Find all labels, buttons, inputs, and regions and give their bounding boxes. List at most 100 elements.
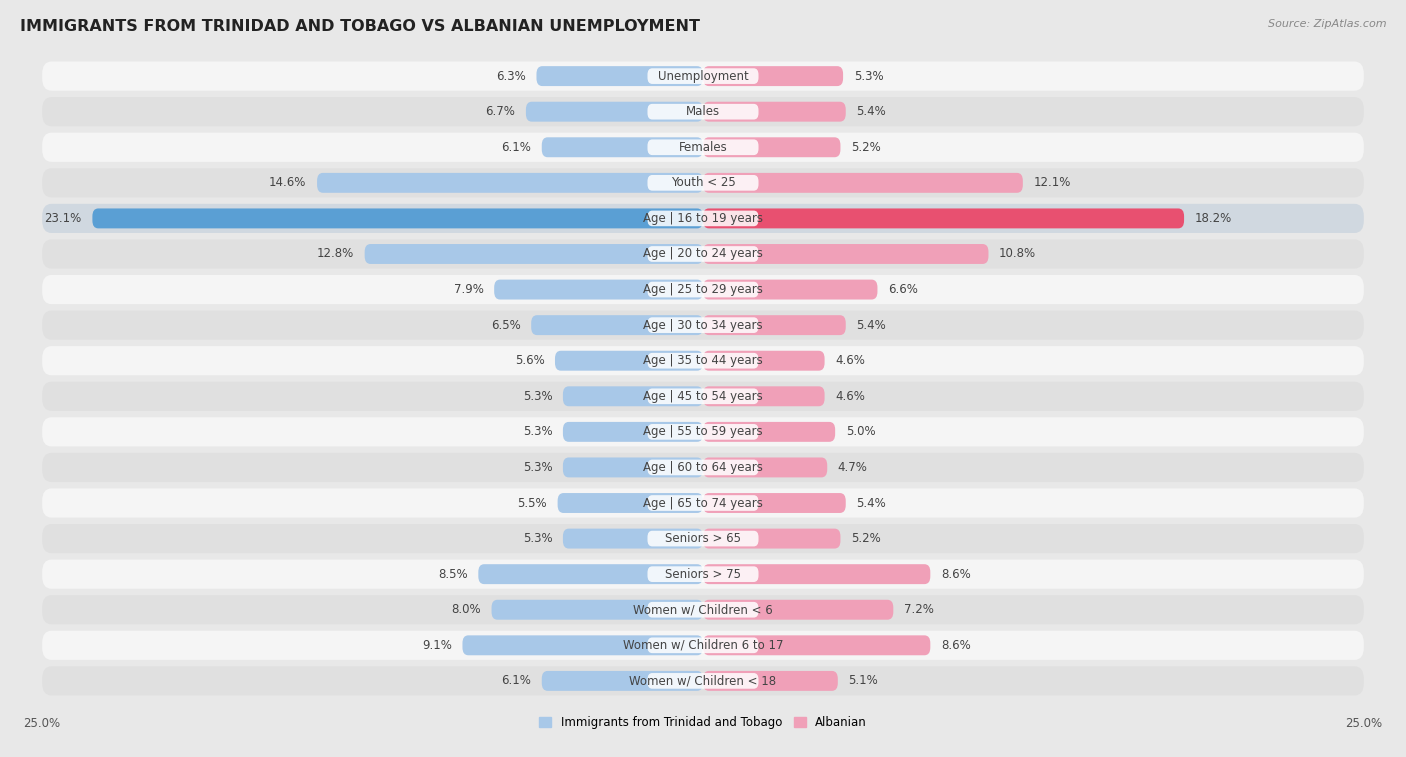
Text: 5.3%: 5.3% — [853, 70, 883, 83]
FancyBboxPatch shape — [703, 279, 877, 300]
Text: Seniors > 65: Seniors > 65 — [665, 532, 741, 545]
Text: 5.0%: 5.0% — [846, 425, 876, 438]
Legend: Immigrants from Trinidad and Tobago, Albanian: Immigrants from Trinidad and Tobago, Alb… — [534, 712, 872, 734]
FancyBboxPatch shape — [42, 346, 1364, 375]
Text: 5.2%: 5.2% — [851, 532, 880, 545]
FancyBboxPatch shape — [42, 524, 1364, 553]
Text: 5.3%: 5.3% — [523, 425, 553, 438]
FancyBboxPatch shape — [541, 671, 703, 691]
FancyBboxPatch shape — [42, 61, 1364, 91]
FancyBboxPatch shape — [494, 279, 703, 300]
Text: 4.7%: 4.7% — [838, 461, 868, 474]
FancyBboxPatch shape — [648, 459, 758, 475]
Text: 5.1%: 5.1% — [848, 674, 879, 687]
FancyBboxPatch shape — [648, 637, 758, 653]
Text: 6.3%: 6.3% — [496, 70, 526, 83]
Text: Age | 16 to 19 years: Age | 16 to 19 years — [643, 212, 763, 225]
Text: 6.6%: 6.6% — [889, 283, 918, 296]
FancyBboxPatch shape — [648, 602, 758, 618]
FancyBboxPatch shape — [42, 310, 1364, 340]
FancyBboxPatch shape — [42, 666, 1364, 696]
FancyBboxPatch shape — [42, 559, 1364, 589]
Text: 8.0%: 8.0% — [451, 603, 481, 616]
FancyBboxPatch shape — [562, 386, 703, 407]
Text: 5.4%: 5.4% — [856, 497, 886, 509]
FancyBboxPatch shape — [648, 68, 758, 84]
Text: Females: Females — [679, 141, 727, 154]
FancyBboxPatch shape — [648, 210, 758, 226]
FancyBboxPatch shape — [318, 173, 703, 193]
FancyBboxPatch shape — [42, 382, 1364, 411]
FancyBboxPatch shape — [648, 139, 758, 155]
Text: 8.5%: 8.5% — [439, 568, 468, 581]
Text: Source: ZipAtlas.com: Source: ZipAtlas.com — [1268, 19, 1386, 29]
Text: 9.1%: 9.1% — [422, 639, 451, 652]
Text: 18.2%: 18.2% — [1195, 212, 1232, 225]
FancyBboxPatch shape — [648, 566, 758, 582]
FancyBboxPatch shape — [42, 97, 1364, 126]
FancyBboxPatch shape — [703, 66, 844, 86]
Text: 5.3%: 5.3% — [523, 390, 553, 403]
FancyBboxPatch shape — [648, 175, 758, 191]
FancyBboxPatch shape — [648, 424, 758, 440]
FancyBboxPatch shape — [42, 132, 1364, 162]
FancyBboxPatch shape — [562, 528, 703, 549]
Text: 6.5%: 6.5% — [491, 319, 520, 332]
FancyBboxPatch shape — [703, 600, 893, 620]
FancyBboxPatch shape — [703, 101, 846, 122]
Text: Males: Males — [686, 105, 720, 118]
Text: Unemployment: Unemployment — [658, 70, 748, 83]
FancyBboxPatch shape — [541, 137, 703, 157]
Text: 5.4%: 5.4% — [856, 319, 886, 332]
FancyBboxPatch shape — [648, 282, 758, 298]
FancyBboxPatch shape — [42, 168, 1364, 198]
Text: 8.6%: 8.6% — [941, 568, 970, 581]
FancyBboxPatch shape — [42, 488, 1364, 518]
Text: Age | 60 to 64 years: Age | 60 to 64 years — [643, 461, 763, 474]
FancyBboxPatch shape — [703, 422, 835, 442]
Text: 8.6%: 8.6% — [941, 639, 970, 652]
Text: 5.4%: 5.4% — [856, 105, 886, 118]
Text: 6.7%: 6.7% — [485, 105, 516, 118]
FancyBboxPatch shape — [555, 350, 703, 371]
FancyBboxPatch shape — [492, 600, 703, 620]
FancyBboxPatch shape — [703, 457, 827, 478]
Text: Age | 25 to 29 years: Age | 25 to 29 years — [643, 283, 763, 296]
Text: 4.6%: 4.6% — [835, 390, 865, 403]
FancyBboxPatch shape — [42, 239, 1364, 269]
FancyBboxPatch shape — [703, 671, 838, 691]
FancyBboxPatch shape — [703, 173, 1022, 193]
FancyBboxPatch shape — [42, 453, 1364, 482]
FancyBboxPatch shape — [531, 315, 703, 335]
Text: Youth < 25: Youth < 25 — [671, 176, 735, 189]
FancyBboxPatch shape — [703, 244, 988, 264]
FancyBboxPatch shape — [648, 388, 758, 404]
FancyBboxPatch shape — [703, 564, 931, 584]
Text: 10.8%: 10.8% — [1000, 248, 1036, 260]
FancyBboxPatch shape — [648, 495, 758, 511]
FancyBboxPatch shape — [478, 564, 703, 584]
FancyBboxPatch shape — [648, 673, 758, 689]
Text: 7.9%: 7.9% — [454, 283, 484, 296]
Text: Age | 30 to 34 years: Age | 30 to 34 years — [643, 319, 763, 332]
FancyBboxPatch shape — [93, 208, 703, 229]
Text: 5.6%: 5.6% — [515, 354, 544, 367]
FancyBboxPatch shape — [42, 204, 1364, 233]
FancyBboxPatch shape — [558, 493, 703, 513]
Text: Age | 55 to 59 years: Age | 55 to 59 years — [643, 425, 763, 438]
FancyBboxPatch shape — [648, 317, 758, 333]
FancyBboxPatch shape — [703, 315, 846, 335]
FancyBboxPatch shape — [703, 528, 841, 549]
Text: Seniors > 75: Seniors > 75 — [665, 568, 741, 581]
FancyBboxPatch shape — [703, 386, 824, 407]
FancyBboxPatch shape — [703, 137, 841, 157]
FancyBboxPatch shape — [42, 595, 1364, 625]
FancyBboxPatch shape — [537, 66, 703, 86]
FancyBboxPatch shape — [703, 350, 824, 371]
Text: Women w/ Children < 18: Women w/ Children < 18 — [630, 674, 776, 687]
FancyBboxPatch shape — [648, 246, 758, 262]
FancyBboxPatch shape — [526, 101, 703, 122]
Text: 4.6%: 4.6% — [835, 354, 865, 367]
Text: Women w/ Children < 6: Women w/ Children < 6 — [633, 603, 773, 616]
Text: Women w/ Children 6 to 17: Women w/ Children 6 to 17 — [623, 639, 783, 652]
